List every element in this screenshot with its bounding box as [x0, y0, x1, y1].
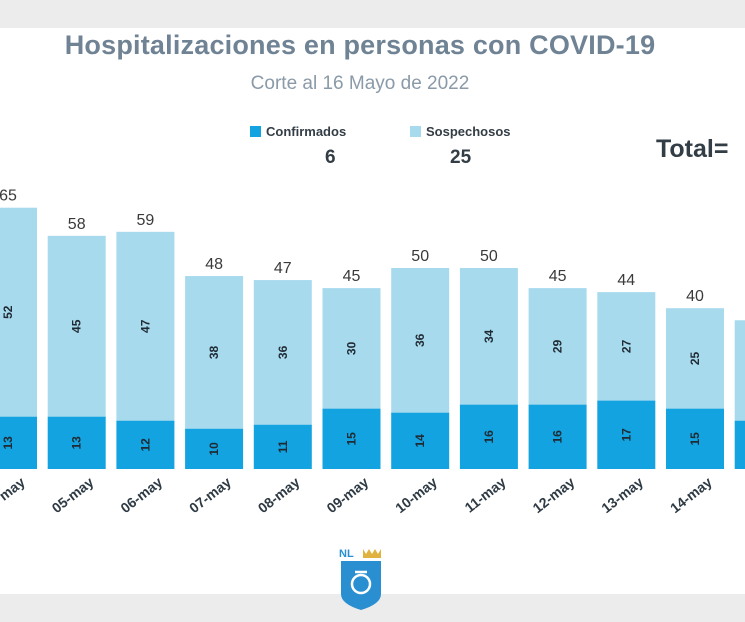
bar-confirmed-value-label: 17 [619, 428, 633, 442]
bar-suspected-10-may [391, 268, 450, 414]
total-label: Total= [656, 135, 729, 163]
chart-title: Hospitalizaciones en personas con COVID-… [64, 30, 656, 60]
legend-confirmed-count: 6 [325, 147, 336, 168]
bar-confirmed-04-may [0, 416, 37, 469]
bar-confirmed-05-may [47, 416, 106, 469]
x-tick-label: 11-may [461, 474, 508, 516]
bar-suspected-04-may [0, 207, 37, 418]
bar-confirmed-10-may [391, 412, 450, 469]
bar-total-label: 40 [686, 288, 704, 305]
bar-confirmed-value-label: 15 [345, 432, 359, 446]
bar-total-label: 44 [617, 272, 635, 289]
legend-suspected-count: 25 [450, 147, 472, 168]
x-tick-label: 05-may [49, 474, 97, 516]
bar-suspected-14-may [666, 308, 724, 410]
bar-total-label: 45 [343, 268, 361, 285]
bar-suspected-12-may [528, 288, 587, 406]
x-tick-label: 12-may [530, 474, 578, 516]
x-tick-label: may [0, 474, 28, 504]
legend-suspected: Sospechosos [410, 124, 511, 139]
legend-confirmed-label: Confirmados [266, 124, 347, 139]
bar-suspected-value-label: 38 [207, 345, 221, 359]
bar-confirmed-value-label: 16 [551, 430, 565, 444]
bar-confirmed-value-label: 15 [688, 432, 702, 446]
bar-suspected-06-may [116, 231, 175, 422]
bar-suspected-value-label: 36 [276, 345, 290, 359]
bar-confirmed-07-may [185, 428, 244, 469]
bar-confirmed-13-may [597, 400, 656, 469]
x-tick-label: 06-may [117, 474, 165, 516]
bar-total-label: 50 [411, 248, 429, 265]
bar-confirmed-value-label: 16 [482, 430, 496, 444]
bar-confirmed-15-may [734, 420, 745, 469]
bar-confirmed-value-label: 14 [413, 434, 427, 448]
bar-suspected-value-label: 45 [70, 319, 84, 333]
bar-confirmed-06-may [116, 420, 175, 469]
bar-confirmed-08-may [253, 424, 312, 469]
bar-confirmed-value-label: 11 [276, 440, 290, 453]
bar-confirmed-value-label: 10 [207, 442, 221, 456]
bar-suspected-value-label: 34 [482, 329, 496, 343]
bar-suspected-15-may [734, 320, 745, 422]
bar-confirmed-14-may [666, 408, 724, 469]
x-tick-label: 14-may [667, 474, 715, 516]
bar-total-label: 48 [205, 256, 223, 273]
legend-suspected-swatch [410, 126, 421, 137]
bar-suspected-05-may [47, 235, 106, 418]
legend-confirmed-swatch [250, 126, 261, 137]
bar-suspected-value-label: 52 [1, 305, 15, 319]
bar-total-label: 45 [549, 268, 567, 285]
nl-logo-icon: NL [339, 548, 381, 610]
bar-suspected-value-label: 29 [551, 339, 565, 353]
bar-suspected-11-may [459, 268, 518, 406]
bar-confirmed-value-label: 13 [1, 436, 15, 450]
bar-total-label: 47 [274, 260, 292, 277]
bar-suspected-13-may [597, 292, 656, 402]
legend-suspected-label: Sospechosos [426, 124, 511, 139]
bar-confirmed-value-label: 13 [70, 436, 84, 450]
bar-total-label: 59 [137, 212, 155, 229]
x-tick-label: 13-may [598, 474, 646, 516]
bar-total-label: 58 [68, 216, 86, 233]
bar-confirmed-11-may [459, 404, 518, 469]
x-tick-label: 09-may [323, 474, 371, 516]
logo-text: NL [339, 548, 354, 560]
bar-suspected-value-label: 36 [413, 333, 427, 347]
bar-suspected-07-may [185, 276, 244, 430]
bar-confirmed-12-may [528, 404, 587, 469]
bar-suspected-value-label: 30 [345, 341, 359, 355]
bar-total-label: 65 [0, 188, 17, 205]
bar-suspected-09-may [322, 288, 381, 410]
bar-total-label: 50 [480, 248, 498, 265]
bar-confirmed-09-may [322, 408, 381, 469]
x-tick-label: 10-may [392, 474, 440, 516]
x-tick-label: 08-may [255, 474, 303, 516]
chart-subtitle: Corte al 16 Mayo de 2022 [250, 73, 470, 94]
bar-suspected-value-label: 25 [688, 351, 702, 365]
bar-suspected-value-label: 27 [619, 339, 633, 353]
bar-suspected-08-may [253, 280, 312, 426]
legend-confirmed: Confirmados [250, 124, 346, 139]
bar-suspected-value-label: 47 [138, 319, 152, 333]
bar-confirmed-value-label: 12 [138, 438, 152, 452]
x-tick-label: 07-may [186, 474, 234, 516]
